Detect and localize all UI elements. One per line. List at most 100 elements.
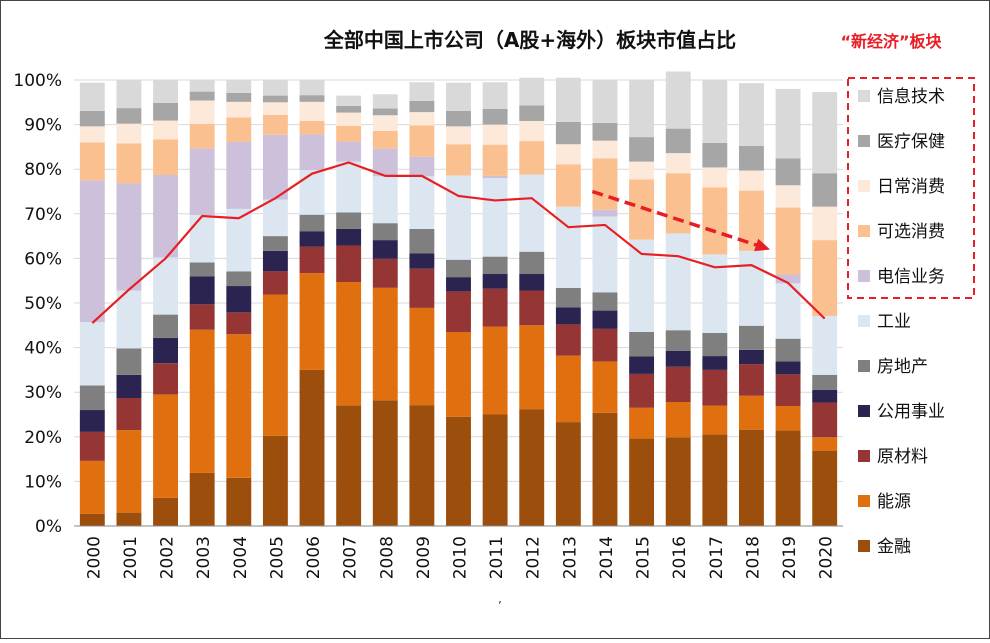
bar-stacks [79, 71, 838, 526]
new-economy-legend-box [847, 77, 975, 299]
legend-item-工业: 工业 [858, 312, 911, 332]
bar-segment-医疗保健-2009 [409, 100, 435, 113]
bar-segment-日常消费-2015 [629, 161, 655, 180]
bar-segment-信息技术-2007 [336, 95, 362, 106]
bar-stack-2011 [482, 82, 508, 526]
bar-segment-工业-2007 [336, 161, 362, 213]
bar-segment-金融-2016 [665, 437, 691, 526]
bar-segment-可选消费-2016 [665, 173, 691, 234]
bar-segment-能源-2007 [336, 282, 362, 406]
y-tick-label: 70% [24, 205, 62, 225]
bar-stack-2014 [592, 80, 618, 526]
bar-segment-可选消费-2007 [336, 125, 362, 142]
bar-segment-可选消费-2000 [79, 142, 105, 181]
legend-item-日常消费: 日常消费 [858, 177, 945, 197]
bar-stack-2013 [555, 77, 581, 526]
legend-swatch-房地产 [858, 360, 870, 372]
bar-segment-原材料-2007 [336, 245, 362, 283]
bar-segment-原材料-2004 [226, 312, 252, 335]
legend-label: 可选消费 [877, 222, 945, 242]
bar-segment-工业-2003 [189, 215, 215, 263]
bar-segment-电信业务-2011 [482, 175, 508, 179]
bar-segment-电信业务-2009 [409, 156, 435, 177]
x-tick-label-2011: 2011 [487, 536, 507, 579]
bar-stack-2019 [775, 88, 801, 526]
bar-segment-信息技术-2014 [592, 80, 618, 123]
bar-segment-日常消费-2012 [519, 121, 545, 142]
bar-segment-医疗保健-2014 [592, 122, 618, 141]
legend-label: 电信业务 [877, 267, 945, 287]
bar-segment-能源-2005 [262, 294, 288, 436]
bar-segment-信息技术-2013 [555, 77, 581, 122]
bar-segment-医疗保健-2011 [482, 108, 508, 125]
legend-item-公用事业: 公用事业 [858, 402, 945, 422]
bar-segment-房地产-2005 [262, 236, 288, 251]
bar-segment-日常消费-2017 [702, 167, 728, 188]
bar-segment-公用事业-2006 [299, 231, 325, 247]
bar-segment-公用事业-2003 [189, 276, 215, 305]
bar-segment-信息技术-2020 [812, 92, 838, 174]
bar-segment-电信业务-2007 [336, 141, 362, 162]
legend-label: 能源 [877, 492, 911, 512]
bar-segment-房地产-2014 [592, 292, 618, 311]
x-tick-label-2005: 2005 [267, 536, 287, 579]
bar-segment-金融-2001 [116, 512, 142, 526]
bar-stack-2020 [812, 92, 838, 526]
bar-segment-房地产-2003 [189, 262, 215, 277]
bar-segment-医疗保健-2010 [446, 110, 471, 127]
bar-segment-医疗保健-2020 [812, 173, 838, 207]
bar-segment-原材料-2010 [446, 291, 471, 332]
bar-segment-可选消费-2008 [372, 130, 398, 149]
legend-swatch-医疗保健 [858, 135, 870, 147]
bar-stack-2001 [116, 80, 142, 526]
bar-stack-2017 [702, 80, 728, 526]
bar-segment-医疗保健-2005 [262, 95, 288, 103]
bar-segment-工业-2002 [153, 257, 178, 315]
legend-swatch-工业 [858, 315, 870, 327]
bar-segment-电信业务-2019 [775, 274, 801, 284]
bar-stack-2008 [372, 94, 398, 526]
bar-segment-日常消费-2005 [262, 102, 288, 115]
bar-segment-公用事业-2001 [116, 374, 142, 398]
bar-segment-房地产-2016 [665, 330, 691, 351]
bar-segment-原材料-2018 [739, 364, 764, 396]
bar-segment-信息技术-2012 [519, 77, 545, 106]
bar-segment-房地产-2008 [372, 223, 398, 241]
x-tick-label-2008: 2008 [377, 536, 397, 579]
bar-segment-日常消费-2006 [299, 101, 325, 122]
bar-segment-公用事业-2007 [336, 228, 362, 246]
y-tick-label: 80% [24, 160, 62, 180]
bar-segment-工业-2013 [555, 206, 581, 288]
bar-segment-可选消费-2017 [702, 187, 728, 255]
bar-segment-信息技术-2005 [262, 80, 288, 96]
bar-segment-可选消费-2002 [153, 139, 178, 175]
bar-segment-可选消费-2014 [592, 158, 618, 210]
bar-segment-房地产-2007 [336, 212, 362, 229]
legend-swatch-日常消费 [858, 180, 870, 192]
bar-segment-电信业务-2006 [299, 134, 325, 171]
x-tick-label-2013: 2013 [560, 536, 580, 579]
legend-label: 金融 [877, 537, 911, 557]
bar-segment-金融-2008 [372, 400, 398, 526]
legend-label: 工业 [877, 312, 911, 332]
bar-segment-金融-2009 [409, 405, 435, 526]
y-tick-label: 20% [24, 428, 62, 448]
bar-segment-原材料-2016 [665, 366, 691, 403]
bar-segment-电信业务-2003 [189, 148, 215, 216]
bar-segment-能源-2006 [299, 273, 325, 370]
bar-segment-工业-2009 [409, 176, 435, 229]
bar-segment-工业-2020 [812, 315, 838, 375]
x-tick-label-2001: 2001 [121, 536, 141, 579]
legend-item-房地产: 房地产 [858, 357, 928, 377]
bar-segment-原材料-2013 [555, 324, 581, 356]
bar-segment-房地产-2001 [116, 348, 142, 375]
bar-segment-医疗保健-2002 [153, 102, 178, 121]
bar-segment-房地产-2009 [409, 228, 435, 254]
bar-segment-能源-2016 [665, 402, 691, 438]
bar-segment-医疗保健-2016 [665, 128, 691, 154]
x-tick-label-2004: 2004 [231, 536, 251, 579]
bar-segment-电信业务-2000 [79, 180, 105, 323]
bar-segment-日常消费-2010 [446, 126, 471, 145]
bar-segment-原材料-2019 [775, 374, 801, 407]
bar-segment-房地产-2018 [739, 325, 764, 350]
